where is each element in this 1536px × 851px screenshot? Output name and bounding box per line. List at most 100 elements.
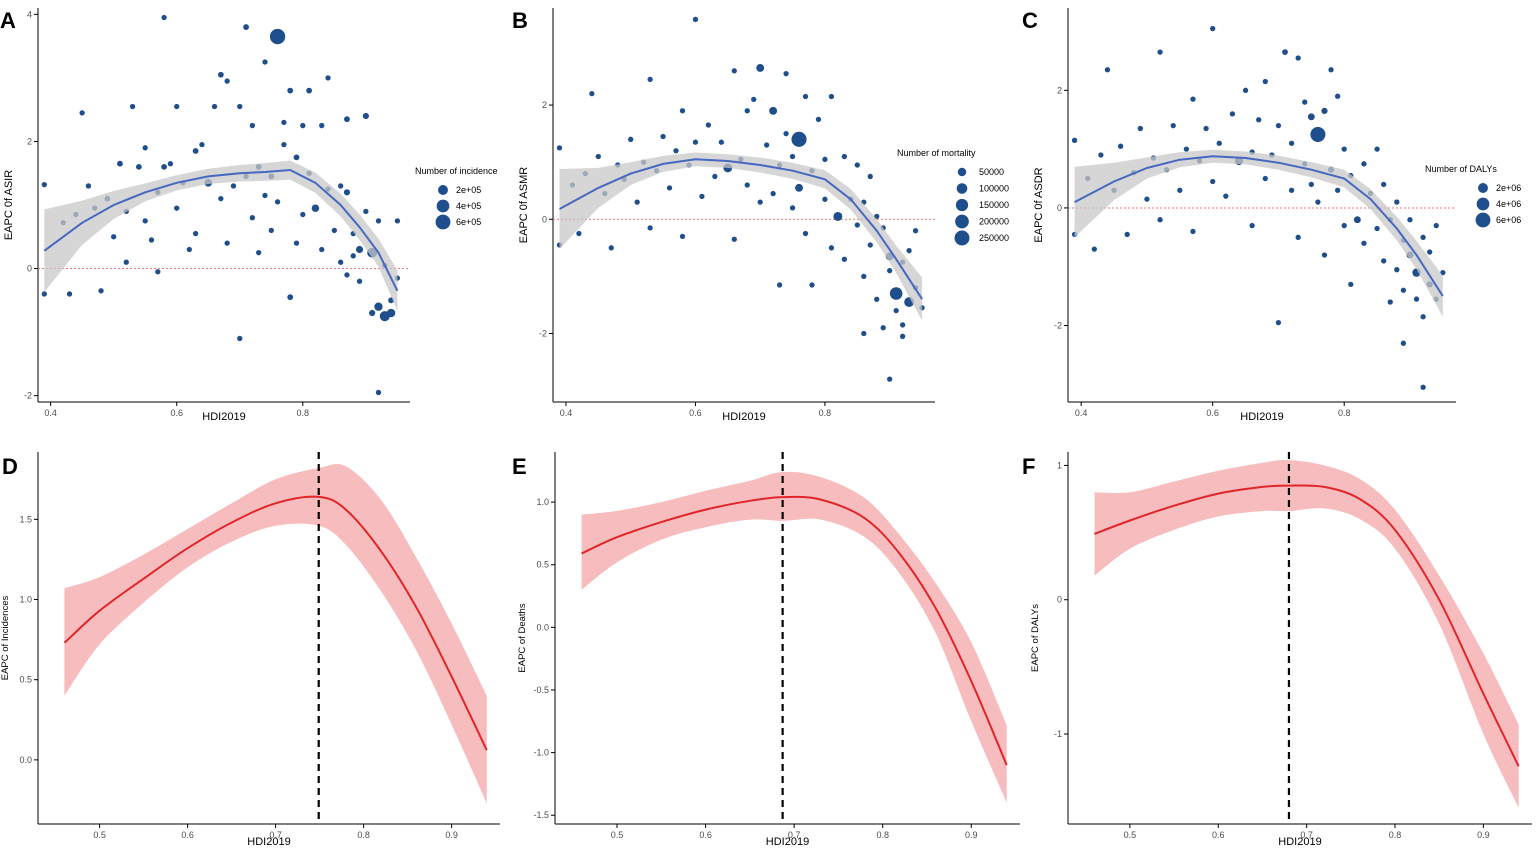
data-point	[1157, 217, 1163, 223]
data-point	[1407, 217, 1413, 223]
y-tick-label: -0.5	[533, 685, 549, 695]
data-point	[262, 59, 268, 65]
x-tick-label: 0.7	[1300, 830, 1313, 840]
data-point	[1381, 181, 1387, 188]
data-point	[1353, 216, 1361, 224]
x-tick-label: 0.6	[699, 830, 712, 840]
data-point	[822, 196, 828, 202]
data-point	[41, 291, 47, 297]
y-tick-label: -2	[539, 328, 547, 338]
x-tick-label: 0.4	[560, 408, 573, 418]
legend-symbol	[1475, 212, 1491, 228]
legend-symbol	[956, 183, 968, 194]
y-tick-label: -1.0	[533, 748, 549, 758]
data-point	[237, 335, 243, 342]
data-point	[1170, 122, 1176, 129]
data-point	[1361, 240, 1367, 246]
data-point	[218, 195, 224, 202]
data-point	[375, 389, 382, 396]
data-point	[1400, 287, 1407, 293]
data-point	[764, 142, 770, 148]
data-point	[344, 272, 350, 278]
data-point	[770, 190, 776, 197]
data-point	[1288, 187, 1295, 193]
x-tick-label: 0.6	[170, 408, 183, 418]
x-axis-title: HDI2019	[722, 411, 765, 423]
data-point	[1104, 67, 1111, 73]
legend-label: 150000	[979, 200, 1009, 210]
y-tick-label: 1.5	[19, 514, 32, 524]
data-point	[1321, 107, 1328, 115]
data-point	[889, 287, 903, 300]
data-point	[887, 268, 893, 274]
legend-label: 250000	[979, 233, 1009, 243]
data-point	[129, 103, 136, 110]
legend-label: 2e+05	[456, 185, 481, 195]
data-point	[1117, 143, 1124, 149]
data-point	[300, 211, 306, 218]
x-tick-label: 0.8	[876, 830, 889, 840]
data-point	[217, 71, 224, 78]
legend-label: 2e+06	[1496, 183, 1521, 193]
legend-symbol	[955, 198, 969, 212]
data-point	[887, 376, 893, 382]
data-point	[123, 259, 129, 265]
y-tick-label: 0.0	[19, 755, 32, 765]
smooth-ci-band	[559, 152, 923, 321]
data-point	[135, 163, 142, 170]
data-point	[249, 122, 256, 129]
legend-symbol	[957, 167, 967, 177]
data-point	[744, 108, 750, 114]
smooth-line	[1074, 155, 1444, 297]
data-point	[1183, 146, 1190, 152]
data-point	[66, 291, 73, 297]
x-tick-label: 0.5	[93, 830, 106, 840]
data-point	[243, 24, 249, 30]
data-point	[1400, 340, 1407, 346]
data-point	[802, 230, 809, 237]
data-point	[912, 228, 919, 234]
data-point	[756, 64, 765, 72]
x-tick-label: 0.4	[1075, 408, 1088, 418]
data-point	[256, 250, 262, 256]
data-point	[795, 183, 803, 192]
data-point	[705, 122, 712, 128]
data-point	[751, 96, 757, 103]
data-point	[679, 108, 686, 114]
data-point	[699, 193, 705, 200]
data-point	[293, 240, 300, 246]
y-tick-label: 1	[1057, 460, 1062, 470]
data-point	[311, 204, 320, 212]
data-point	[374, 302, 383, 311]
data-point	[319, 246, 325, 253]
data-point	[1427, 249, 1433, 255]
data-point	[867, 173, 873, 180]
data-point	[1413, 296, 1420, 302]
x-tick-label: 0.5	[611, 830, 624, 840]
y-tick-label: 0	[1057, 203, 1062, 213]
legend-symbol	[1476, 197, 1490, 211]
x-tick-label: 0.8	[819, 408, 832, 418]
data-point	[174, 205, 180, 211]
data-point	[789, 153, 796, 160]
data-point	[660, 133, 666, 140]
data-point	[647, 225, 653, 231]
y-tick-label: 0.5	[19, 675, 32, 685]
panel-letter: C	[1022, 8, 1038, 33]
data-point	[1361, 161, 1367, 167]
x-tick-label: 0.9	[965, 830, 978, 840]
panel-b: B 0.4 0.6 0.8 -2 0 2 HDI2019 EAPC 0f ASMR Number …	[512, 8, 1009, 423]
data-point	[211, 103, 218, 110]
data-point	[167, 161, 174, 167]
y-tick-label: 1.0	[19, 595, 32, 605]
data-point	[1374, 146, 1380, 152]
panel-letter: B	[512, 8, 528, 33]
y-tick-label: 2	[1057, 85, 1062, 95]
x-tick-label: 0.7	[788, 830, 801, 840]
data-point	[281, 119, 287, 126]
data-point	[1334, 93, 1341, 99]
data-point	[802, 93, 809, 100]
data-point	[1177, 187, 1183, 193]
ci-band	[64, 463, 487, 804]
